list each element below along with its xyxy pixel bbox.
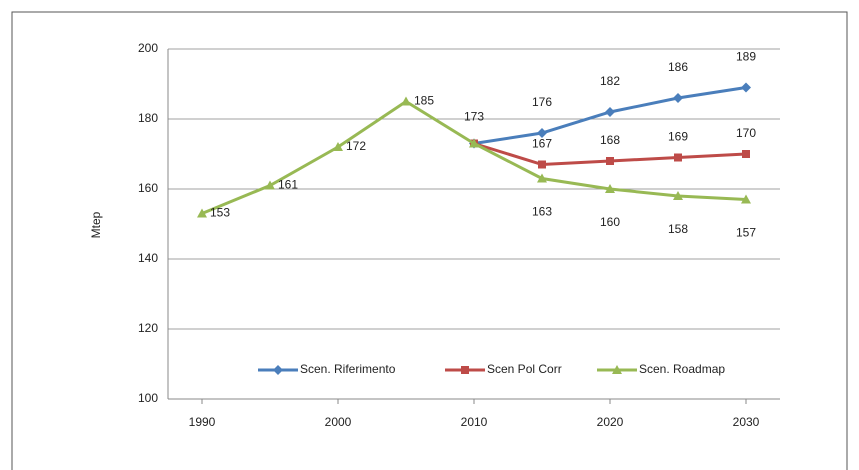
marker [605, 184, 615, 193]
legend-label: Scen. Riferimento [300, 362, 396, 376]
marker [673, 93, 683, 103]
y-tick-label: 180 [138, 111, 158, 125]
y-tick-label: 120 [138, 321, 158, 335]
y-axis-label: Mtep [89, 211, 103, 238]
data-label: 170 [736, 126, 756, 140]
marker [265, 180, 275, 190]
data-label: 176 [532, 95, 552, 109]
y-tick-label: 200 [138, 41, 158, 55]
data-label: 158 [668, 222, 688, 236]
data-label: 169 [668, 130, 688, 144]
data-label: 153 [210, 206, 230, 220]
data-label: 173 [464, 110, 484, 124]
marker [741, 194, 751, 204]
marker [741, 82, 751, 93]
data-label: 161 [278, 178, 298, 192]
data-label: 157 [736, 226, 756, 240]
y-tick-label: 100 [138, 391, 158, 405]
marker [537, 128, 547, 138]
y-tick-label: 160 [138, 181, 158, 195]
x-tick-label: 1990 [189, 415, 216, 429]
marker [612, 365, 622, 374]
marker [273, 365, 283, 375]
y-tick-label: 140 [138, 251, 158, 265]
marker [333, 142, 343, 151]
marker [401, 96, 411, 106]
marker [606, 157, 614, 165]
x-tick-label: 2030 [733, 415, 760, 429]
marker [605, 107, 615, 117]
marker [674, 153, 682, 162]
x-tick-label: 2020 [597, 415, 624, 429]
x-tick-label: 2000 [325, 415, 352, 429]
data-label: 168 [600, 133, 620, 147]
data-label: 172 [346, 139, 366, 153]
data-label: 186 [668, 60, 688, 74]
data-label: 189 [736, 50, 756, 64]
data-label: 163 [532, 205, 552, 219]
marker [673, 191, 683, 200]
marker [742, 150, 750, 158]
x-tick-label: 2010 [461, 415, 488, 429]
marker [537, 173, 547, 183]
data-label: 167 [532, 137, 552, 151]
frame [11, 11, 848, 470]
marker [197, 208, 207, 218]
legend-label: Scen. Roadmap [639, 362, 725, 376]
data-label: 182 [600, 74, 620, 88]
data-label: 185 [414, 94, 434, 108]
data-label: 160 [600, 215, 620, 229]
marker [461, 366, 469, 374]
legend-label: Scen Pol Corr [487, 362, 562, 376]
marker [538, 160, 546, 169]
marker [469, 138, 479, 148]
